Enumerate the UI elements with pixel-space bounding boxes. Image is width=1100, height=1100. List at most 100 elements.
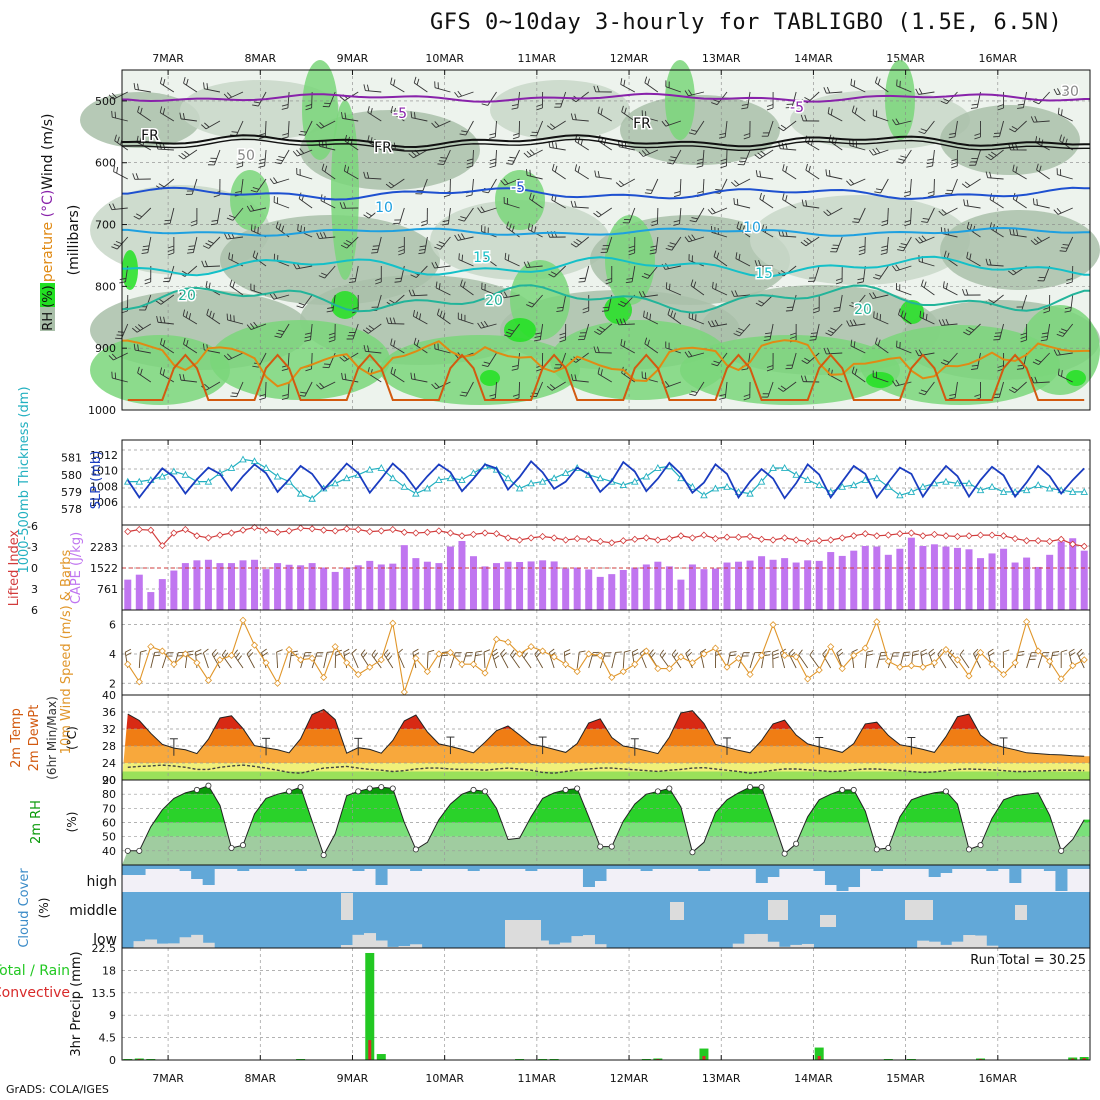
barb-flag	[526, 151, 532, 157]
cloud-high-bar	[882, 865, 895, 869]
barb-shaft	[574, 170, 589, 180]
barb-flag	[181, 152, 187, 158]
temp-tick-label: 32	[102, 723, 116, 736]
barb-flag	[201, 124, 207, 130]
cape-bar	[838, 555, 846, 610]
barb-flag	[1060, 328, 1068, 332]
lifted-index-point	[746, 532, 754, 541]
barb-flag	[596, 210, 602, 216]
wind-speed-point	[308, 654, 316, 662]
barb-flag	[707, 321, 712, 328]
barb-flag	[144, 281, 151, 285]
wind-speed-point	[919, 663, 927, 671]
barb-shaft	[183, 82, 198, 93]
rh-point	[412, 846, 419, 853]
wind-barb	[489, 120, 497, 139]
cape-bar	[1011, 562, 1019, 610]
thickness-point	[746, 489, 754, 497]
barb-flag	[482, 191, 489, 194]
barb-flag	[966, 199, 969, 207]
barb-flag	[231, 131, 238, 133]
wind-barb	[1008, 381, 1027, 394]
thickness-point	[170, 467, 178, 475]
cape-tick-label: 1522	[90, 562, 118, 575]
cloud-low-gap	[594, 944, 607, 948]
barb-flag	[393, 107, 396, 115]
barb-shaft	[850, 84, 866, 93]
date-label-top: 16MAR	[978, 52, 1017, 65]
barb-shaft	[273, 178, 290, 185]
barb-shaft	[1056, 352, 1073, 356]
wind-speed-point	[815, 666, 823, 674]
barb-flag	[593, 212, 599, 218]
wind-speed-point	[1069, 662, 1077, 670]
contour-label: 15	[473, 250, 491, 266]
barb-shaft	[304, 120, 313, 136]
barb-flag	[876, 312, 878, 320]
barb-flag	[282, 394, 289, 397]
barb-shaft	[114, 140, 129, 151]
barb-flag	[647, 78, 650, 85]
wind-speed-point	[688, 659, 696, 667]
wind-barb	[720, 149, 728, 169]
barb-flag	[1043, 307, 1050, 310]
wind-speed-point	[366, 663, 374, 671]
barb-flag	[898, 246, 906, 249]
surface-wind-barb	[809, 649, 820, 669]
barb-shaft	[639, 653, 647, 669]
lifted-index-point	[504, 534, 512, 542]
wind-barb	[962, 288, 981, 296]
wind-barb	[801, 352, 820, 364]
cape-bar	[608, 574, 616, 610]
barb-shaft	[644, 82, 659, 93]
cape-bar	[688, 564, 696, 610]
rh-point	[839, 786, 846, 793]
wind-speed-point	[550, 653, 558, 661]
cape-bar	[516, 561, 524, 610]
cloud-high-bar	[467, 865, 480, 871]
barb-shaft	[574, 141, 589, 151]
thickness-point	[400, 482, 409, 490]
wind-barb	[644, 178, 659, 194]
barb-flag	[809, 649, 814, 656]
thickness-point	[1022, 486, 1031, 494]
barb-shaft	[688, 317, 705, 325]
precip-tick-label: 13.5	[92, 987, 117, 1000]
barb-flag	[738, 253, 741, 261]
barb-flag	[928, 648, 935, 654]
wind-barb	[326, 294, 336, 313]
thickness-point	[446, 474, 455, 482]
barb-flag	[255, 252, 259, 259]
barb-shaft	[572, 379, 589, 383]
barb-shaft	[826, 91, 843, 94]
barb-shaft	[1014, 381, 1027, 393]
wind-barb	[897, 236, 912, 252]
cloud-low-gap	[133, 941, 146, 948]
barb-shaft	[576, 236, 589, 248]
barb-flag	[305, 368, 312, 372]
barb-shaft	[836, 236, 843, 253]
barb-shaft	[896, 85, 912, 93]
barb-flag	[759, 170, 762, 178]
wind-barb	[689, 381, 705, 396]
wind-barb	[202, 236, 221, 249]
barb-flag	[326, 310, 333, 313]
barb-shaft	[806, 352, 820, 364]
barb-flag	[942, 281, 945, 288]
barb-flag	[504, 252, 507, 260]
barb-flag	[549, 123, 556, 129]
wind-barb	[529, 192, 543, 209]
barb-flag	[892, 119, 897, 126]
wind-speed-point	[377, 656, 385, 664]
barb-flag	[766, 107, 774, 111]
wind-barb	[851, 366, 866, 383]
barb-flag	[481, 103, 488, 106]
wind-speed-point	[193, 659, 201, 667]
cloud-high-bar	[202, 865, 215, 885]
barb-flag	[780, 124, 787, 130]
wind-barb	[926, 149, 935, 168]
barb-shaft	[873, 317, 889, 325]
barb-flag	[508, 328, 515, 332]
barb-flag	[137, 324, 144, 329]
thickness-point	[711, 484, 720, 492]
